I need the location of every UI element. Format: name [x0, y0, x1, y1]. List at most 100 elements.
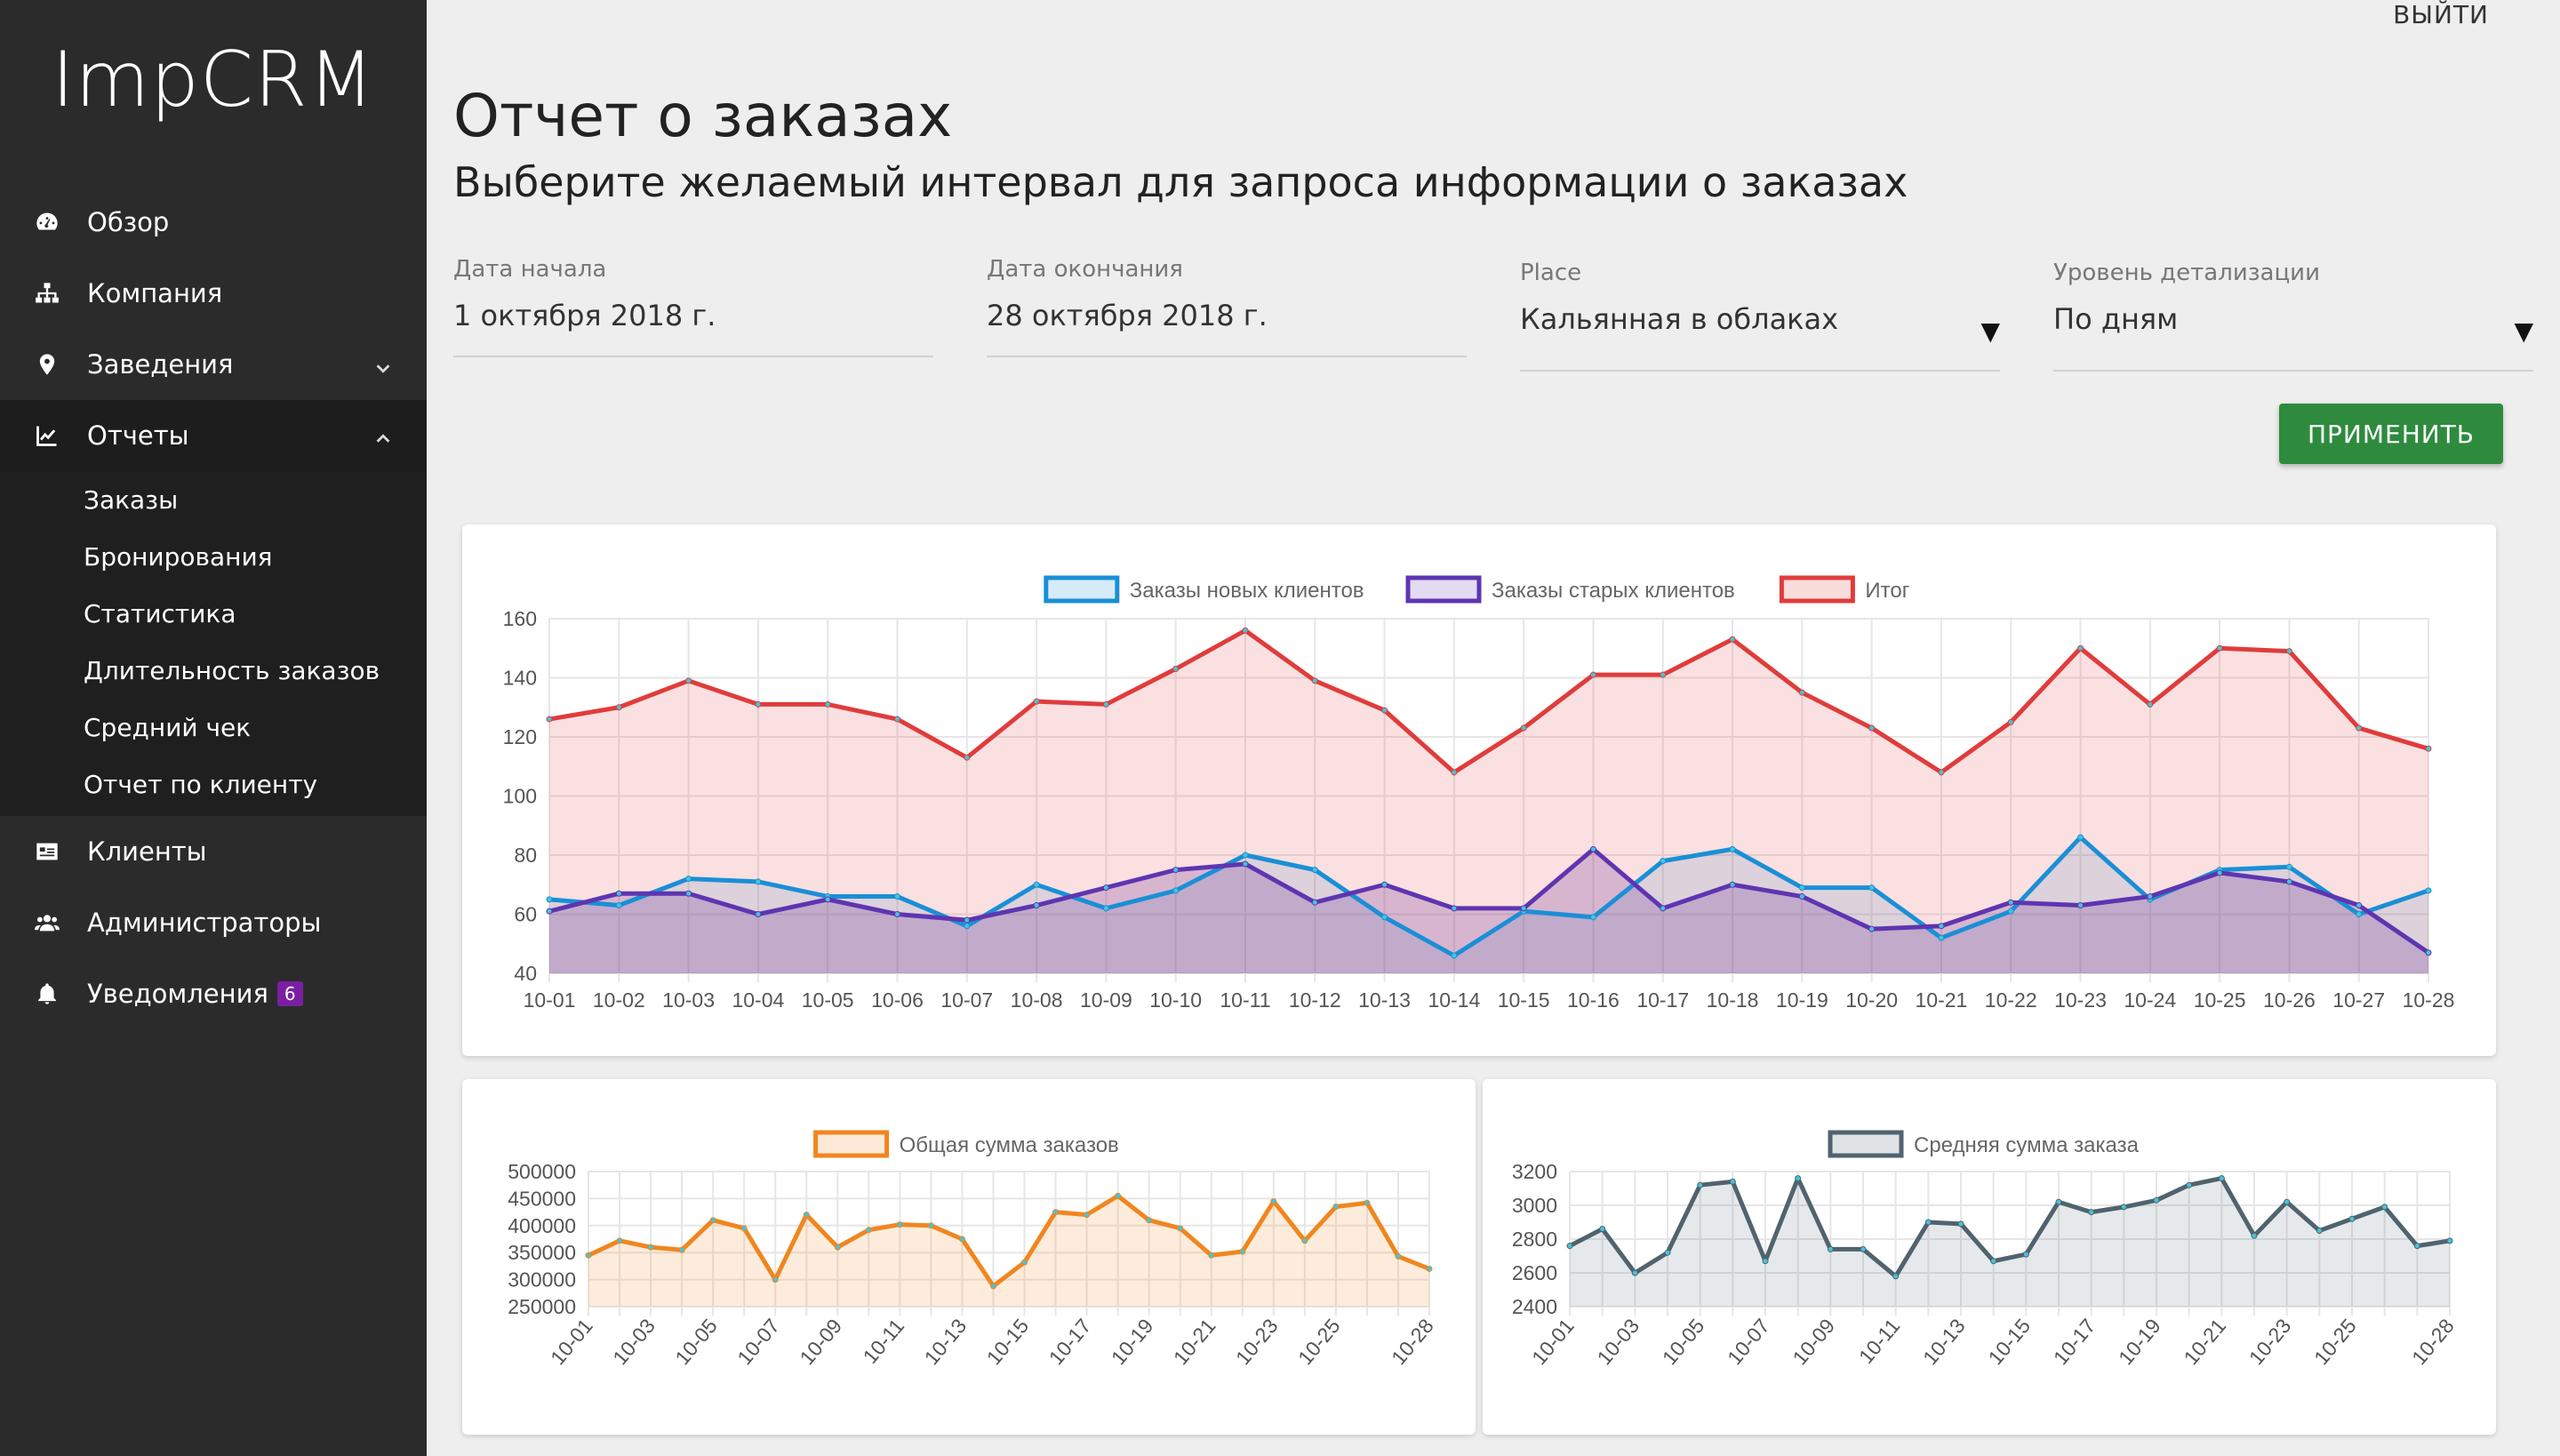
- data-point: [958, 1236, 965, 1243]
- x-tick-label: 10-13: [1358, 988, 1411, 1012]
- x-tick-label: 10-25: [1293, 1315, 1345, 1370]
- end-date-value[interactable]: 28 октября 2018 г.: [987, 299, 1268, 332]
- x-tick-label: 10-03: [1592, 1315, 1644, 1370]
- y-tick-label: 350000: [508, 1241, 576, 1264]
- data-point: [2022, 1251, 2029, 1258]
- legend-label: Итог: [1865, 579, 1909, 603]
- data-point: [1827, 1245, 1834, 1252]
- x-tick-label: 10-23: [1231, 1315, 1283, 1370]
- subnav-item-bookings[interactable]: Бронирования: [84, 541, 273, 572]
- data-point: [2077, 644, 2084, 652]
- data-point: [1868, 884, 1876, 892]
- x-tick-label: 10-07: [940, 988, 993, 1012]
- data-point: [1311, 677, 1318, 684]
- x-tick-label: 10-21: [1169, 1315, 1220, 1370]
- data-point: [1364, 1199, 1371, 1206]
- start-date-field[interactable]: Дата начала 1 октября 2018 г.: [453, 256, 933, 357]
- data-point: [709, 1217, 716, 1224]
- x-tick-label: 10-20: [1845, 988, 1898, 1012]
- place-select[interactable]: Place Кальянная в облаках ▼: [1520, 260, 2000, 372]
- app-logo[interactable]: ImpCRM: [52, 36, 375, 124]
- data-point: [1938, 923, 1945, 930]
- data-point: [834, 1244, 841, 1251]
- start-date-value[interactable]: 1 октября 2018 г.: [453, 299, 716, 332]
- sidebar-item-company[interactable]: Компания: [0, 258, 427, 329]
- data-point: [1172, 666, 1180, 673]
- x-tick-label: 10-03: [662, 988, 715, 1012]
- orders-count-chart-card: 40 60 80 100 120 140 160 10-01 10-02 10-03 10-04 10…: [462, 524, 2496, 1056]
- subnav-item-client-report[interactable]: Отчет по клиенту: [84, 769, 318, 799]
- data-point: [2284, 1198, 2291, 1205]
- data-point: [2147, 700, 2154, 708]
- x-tick-label: 10-21: [2179, 1315, 2230, 1370]
- data-point: [1697, 1181, 1704, 1188]
- x-tick-label: 10-11: [859, 1315, 909, 1368]
- sidebar-item-label: Обзор: [87, 207, 170, 237]
- data-point: [1021, 1259, 1028, 1266]
- detail-level-value[interactable]: По дням: [2053, 302, 2179, 336]
- data-point: [1177, 1225, 1184, 1232]
- x-tick-label: 10-11: [1854, 1315, 1905, 1368]
- detail-level-select[interactable]: Уровень детализации По дням ▼: [2053, 260, 2533, 372]
- data-point: [2077, 834, 2084, 841]
- series-line: [548, 846, 2430, 955]
- x-tick-label: 10-04: [732, 988, 784, 1012]
- x-tick-label: 10-26: [2263, 988, 2316, 1012]
- data-point: [1242, 627, 1249, 634]
- sidebar-item-notifications[interactable]: Уведомления 6: [0, 958, 427, 1029]
- data-point: [1729, 845, 1736, 852]
- data-point: [803, 1212, 810, 1219]
- data-point: [1311, 867, 1318, 874]
- data-point: [1033, 881, 1040, 888]
- x-tick-label: 10-28: [2407, 1315, 2459, 1370]
- logout-button[interactable]: ВЫЙТИ: [2393, 0, 2489, 29]
- detail-level-label: Уровень детализации: [2053, 260, 2320, 286]
- place-value[interactable]: Кальянная в облаках: [1520, 302, 1839, 336]
- series-line: [1568, 1176, 2451, 1279]
- id-card-icon: [34, 838, 60, 865]
- legend-swatch: [1779, 575, 1855, 604]
- dropdown-arrow-icon[interactable]: ▼: [2514, 316, 2533, 346]
- subnav-item-order-duration[interactable]: Длительность заказов: [84, 655, 380, 685]
- x-tick-label: 10-13: [1918, 1315, 1970, 1370]
- apply-button[interactable]: ПРИМЕНИТЬ: [2279, 404, 2503, 464]
- dropdown-arrow-icon[interactable]: ▼: [1980, 316, 2000, 346]
- x-tick-label: 10-01: [1527, 1315, 1579, 1370]
- sidebar-item-venues[interactable]: Заведения: [0, 329, 427, 400]
- data-point: [2356, 724, 2363, 732]
- x-tick-label: 10-24: [2124, 988, 2176, 1012]
- x-tick-label: 10-14: [1428, 988, 1480, 1012]
- orders-count-chart: 40 60 80 100 120 140 160 10-01 10-02 10-03 10-04 10…: [503, 575, 2454, 1012]
- chevron-down-icon[interactable]: [373, 354, 393, 373]
- sidebar-item-administrators[interactable]: Администраторы: [0, 887, 427, 958]
- x-tick-label: 10-13: [920, 1315, 972, 1370]
- series-area: [588, 1196, 1429, 1307]
- sidebar-item-label: Отчеты: [87, 420, 189, 451]
- data-point: [865, 1227, 872, 1234]
- data-point: [755, 911, 762, 917]
- data-point: [2413, 1243, 2420, 1250]
- data-point: [755, 700, 762, 708]
- subnav-item-statistics[interactable]: Статистика: [84, 598, 236, 628]
- data-point: [1332, 1204, 1340, 1211]
- sidebar-item-overview[interactable]: Обзор: [0, 187, 427, 258]
- sidebar-item-reports[interactable]: Отчеты: [0, 400, 427, 471]
- data-point: [1115, 1192, 1122, 1199]
- data-point: [1938, 934, 1945, 941]
- data-point: [1599, 1226, 1606, 1233]
- data-point: [2007, 908, 2014, 915]
- chevron-up-icon[interactable]: [373, 425, 393, 444]
- end-date-field[interactable]: Дата окончания 28 октября 2018 г.: [987, 256, 1467, 357]
- subnav-item-orders[interactable]: Заказы: [84, 484, 179, 515]
- sidebar-item-clients[interactable]: Клиенты: [0, 816, 427, 887]
- data-point: [1208, 1252, 1215, 1259]
- x-tick-label: 10-10: [1149, 988, 1202, 1012]
- x-tick-label: 10-22: [1985, 988, 2037, 1012]
- data-point: [1102, 905, 1109, 912]
- data-point: [647, 1244, 654, 1251]
- x-tick-label: 10-15: [982, 1315, 1034, 1370]
- subnav-item-average-check[interactable]: Средний чек: [84, 712, 252, 742]
- y-tick-label: 60: [514, 903, 537, 926]
- data-point: [2218, 1175, 2225, 1182]
- x-tick-label: 10-17: [2049, 1315, 2100, 1370]
